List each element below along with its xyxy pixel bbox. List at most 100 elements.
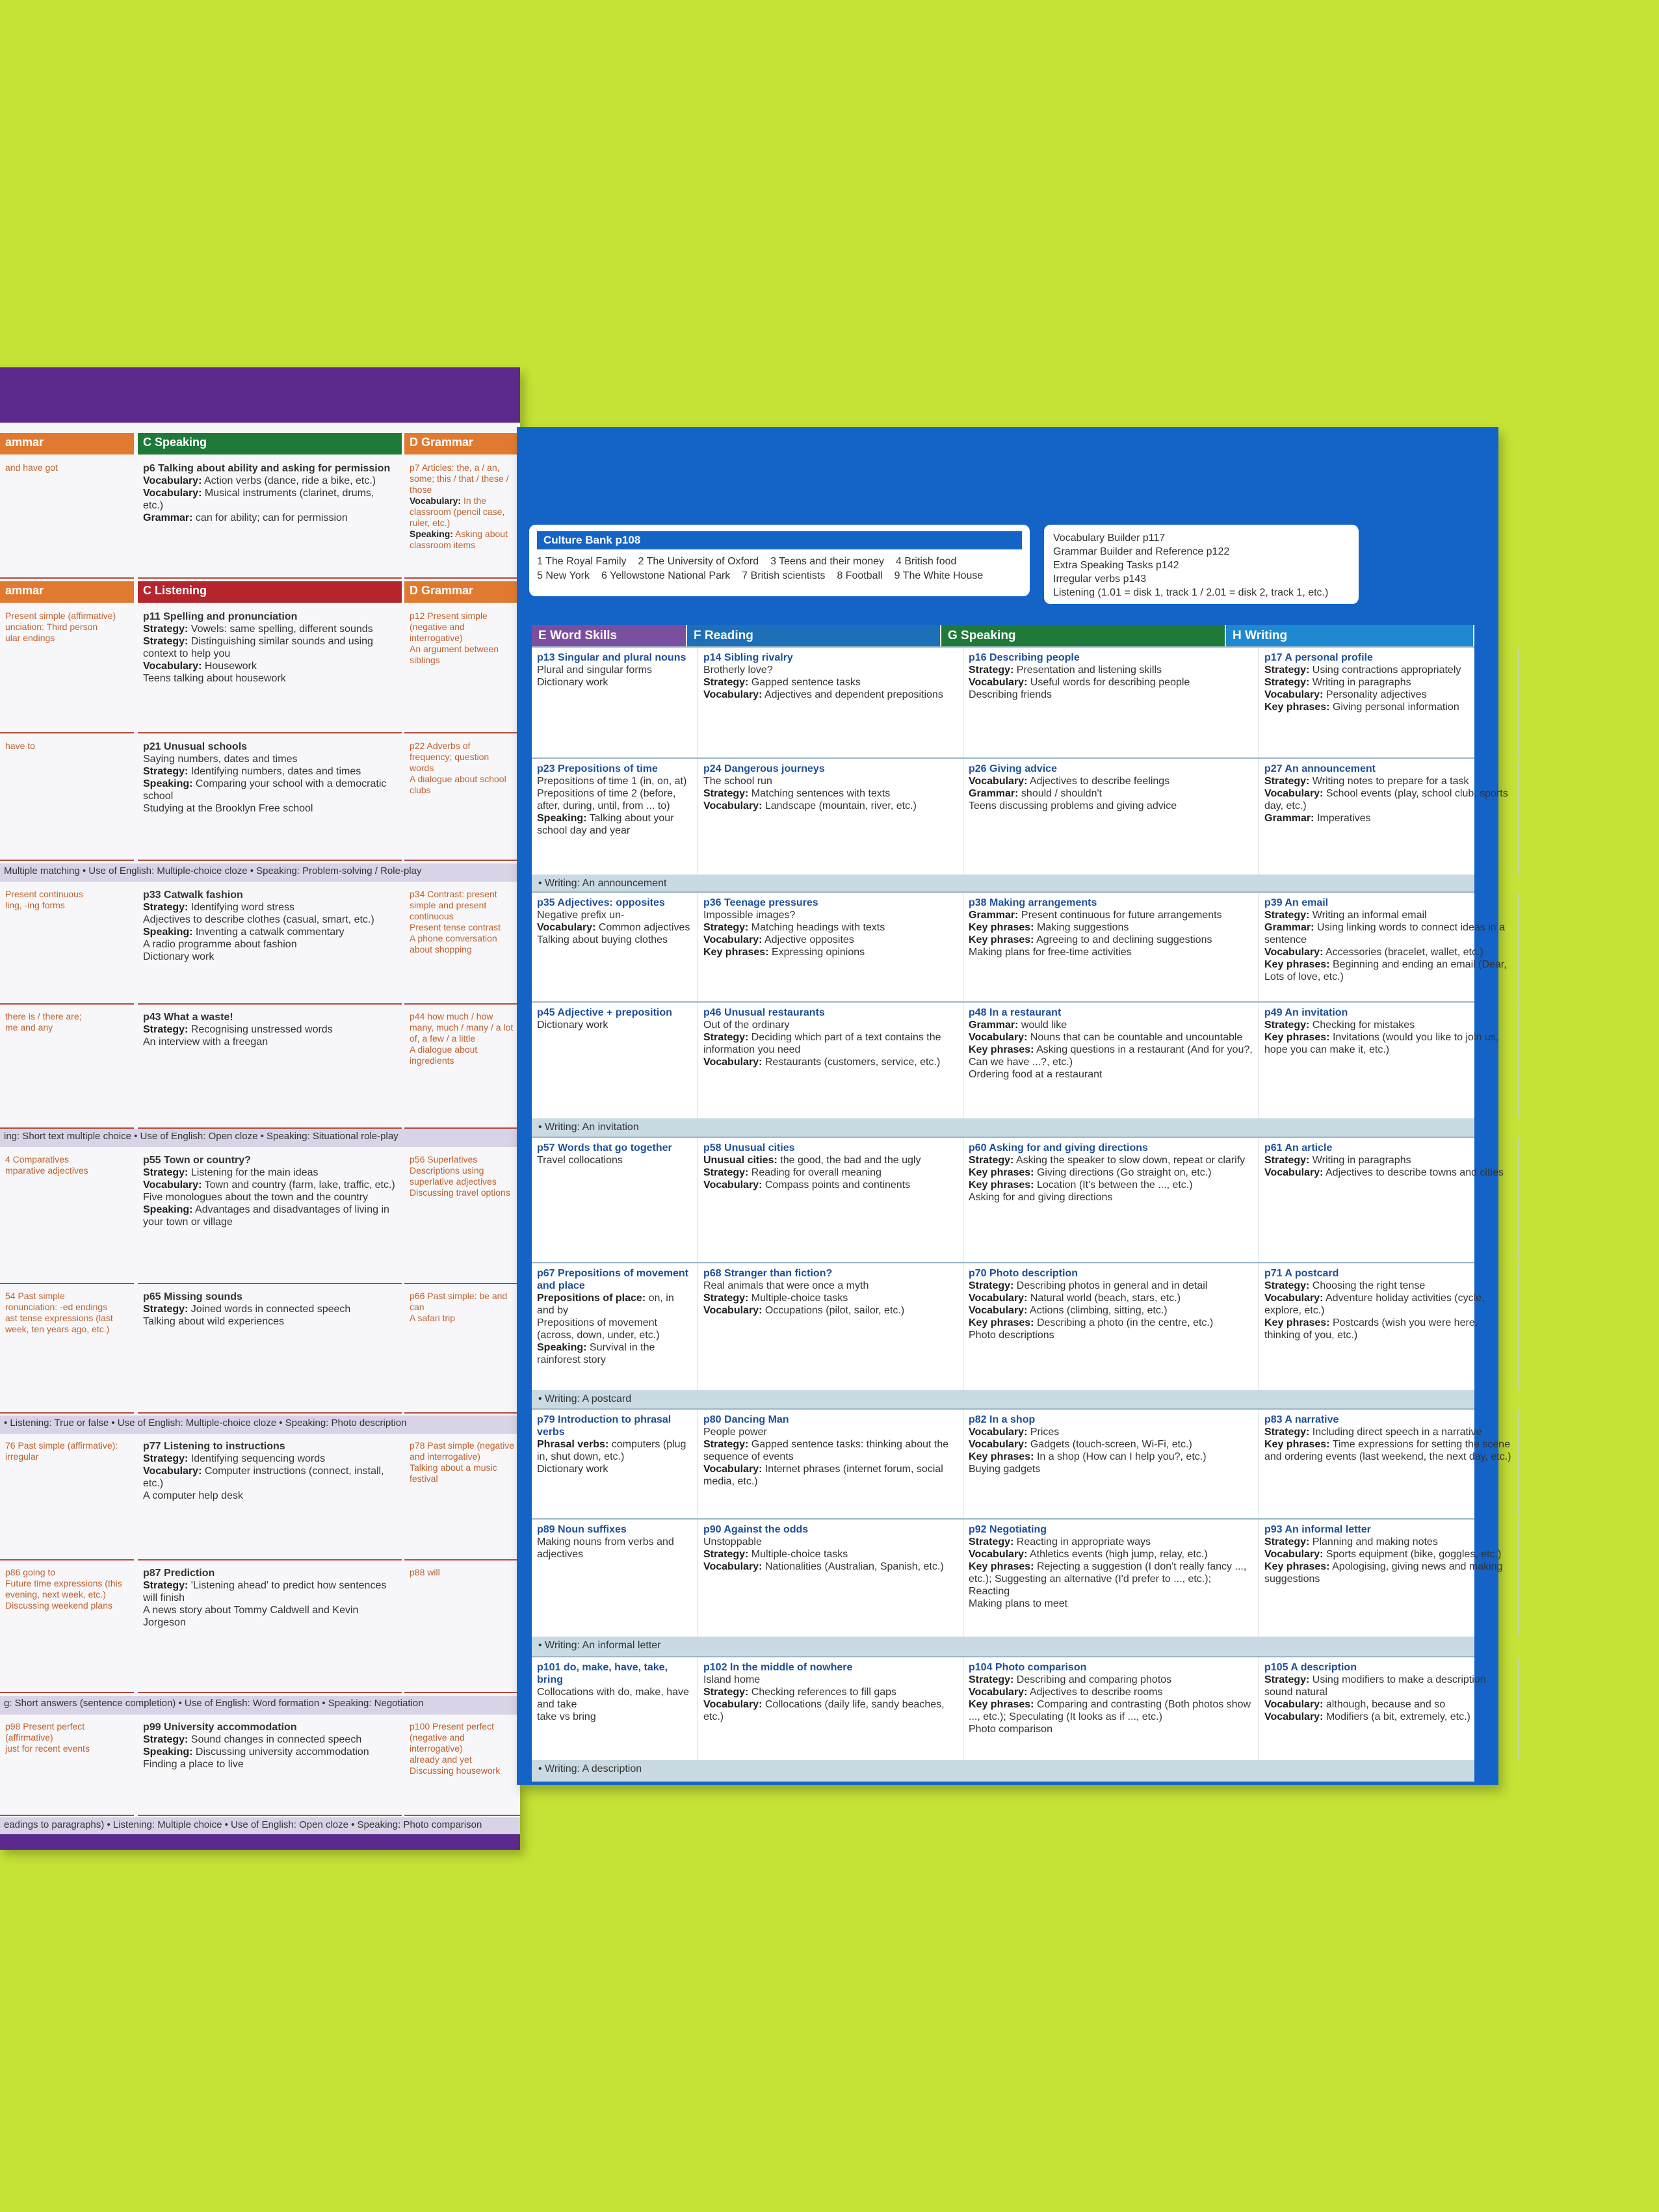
table-row: p23 Prepositions of time Prepositions of … [532, 757, 1519, 875]
cell: p60 Asking for and giving directions Stra… [963, 1138, 1259, 1262]
cell: p17 A personal profile Strategy: Using co… [1259, 648, 1519, 757]
cell-line: Vocabulary: Adjectives and dependent pre… [703, 689, 943, 700]
cell-line: Strategy: Writing notes to prepare for a… [1264, 776, 1469, 787]
cell-line: Making plans for free-time activities [969, 947, 1132, 958]
cell-line: Strategy: Gapped sentence tasks [703, 677, 861, 688]
cell: p33 Catwalk fashion Strategy: Identifying… [138, 885, 402, 1005]
cell-line: Strategy: Deciding which part of a text … [703, 1032, 941, 1055]
cell-line: Photo comparison [969, 1724, 1052, 1735]
cell: p27 An announcement Strategy: Writing not… [1259, 759, 1519, 875]
table-row: p67 Prepositions of movement and place Pr… [532, 1262, 1519, 1390]
cell-line: p22 Adverbs of frequency; question words [410, 740, 490, 773]
cell-line: A safari trip [410, 1313, 456, 1324]
cell: p89 Noun suffixes Making nouns from verbs… [532, 1520, 698, 1637]
cell: p48 In a restaurant Grammar: would like Vo… [963, 1003, 1259, 1118]
cell-line: Vocabulary: Housework [143, 661, 257, 672]
cell-line: have to [5, 740, 35, 751]
cell-line: Vocabulary: Action verbs (dance, ride a … [143, 475, 376, 487]
cell: p34 Contrast: present simple and present… [404, 885, 520, 1005]
cell-line: ling, -ing forms [5, 899, 65, 910]
cell-title: p43 What a waste! [143, 1012, 233, 1023]
cell-line: Plural and singular forms [537, 665, 652, 676]
cell-line: Vocabulary: Gadgets (touch-screen, Wi-Fi… [969, 1439, 1192, 1450]
cell-line: Present tense contrast [410, 921, 501, 932]
cell-line: Key phrases: Giving personal information [1264, 702, 1459, 713]
cell-line: Vocabulary: although, because and so [1264, 1699, 1446, 1710]
cell-line: Present simple (affirmative) [5, 611, 116, 622]
cell: p93 An informal letter Strategy: Planning… [1259, 1520, 1519, 1637]
table-row: p57 Words that go together Travel colloca… [532, 1137, 1519, 1262]
cell-line: Dictionary work [537, 677, 608, 688]
cell-line: Vocabulary: Actions (climbing, sitting, … [969, 1305, 1168, 1316]
cell-line: Out of the ordinary [703, 1020, 790, 1031]
cell: 4 Comparatives mparative adjectives [0, 1150, 134, 1284]
cell-line: People power [703, 1427, 767, 1438]
cell-line: Unusual cities: the good, the bad and th… [703, 1155, 921, 1166]
column-header: G Speaking [941, 625, 1226, 646]
cell-line: Describing friends [969, 689, 1052, 700]
writing-band: • Writing: A postcard [532, 1390, 1474, 1408]
culture-item: 3 Teens and their money [770, 556, 885, 567]
cell: p71 A postcard Strategy: Choosing the rig… [1259, 1263, 1519, 1390]
cell-title: p45 Adjective + preposition [537, 1007, 672, 1018]
table-row: p45 Adjective + preposition Dictionary wo… [532, 1001, 1519, 1118]
exam-band: • Listening: True or false • Use of Engl… [0, 1415, 520, 1434]
cell-line: Strategy: Presentation and listening ski… [969, 665, 1162, 676]
cell-line: Key phrases: Asking questions in a resta… [969, 1044, 1253, 1068]
cell-line: Strategy: Writing in paragraphs [1264, 1155, 1411, 1166]
cell-line: Teens discussing problems and giving adv… [969, 800, 1177, 811]
culture-item: 5 New York [537, 570, 590, 581]
cell-line: Strategy: Using contractions appropriate… [1264, 665, 1461, 676]
cell-line: Grammar: Imperatives [1264, 813, 1371, 824]
cell-title: p23 Prepositions of time [537, 763, 658, 774]
cell-line: Vocabulary: Adjectives to describe rooms [969, 1687, 1163, 1698]
cell-line: p88 will [410, 1567, 440, 1578]
culture-item: 8 Football [837, 570, 883, 581]
cell-title: p77 Listening to instructions [143, 1441, 285, 1453]
cell-line: An argument between siblings [410, 644, 499, 666]
cell-line: Grammar: would like [969, 1020, 1067, 1031]
cell-line: Prepositions of time 2 (before, after, d… [537, 788, 676, 811]
cell-title: p38 Making arrangements [969, 897, 1097, 908]
cell: p21 Unusual schools Saying numbers, dates… [138, 737, 402, 861]
cell-line: Adjectives to describe clothes (casual, … [143, 914, 374, 925]
cell-line: Discussing weekend plans [5, 1600, 112, 1611]
cell-line: p7 Articles: the, a / an, some; this / t… [410, 462, 509, 495]
cell-line: A radio programme about fashion [143, 938, 297, 950]
section-header: D Grammar [404, 581, 520, 603]
cell-title: p33 Catwalk fashion [143, 889, 243, 901]
cell: 54 Past simple ronunciation: -ed endings a… [0, 1287, 134, 1414]
table-row: p89 Noun suffixes Making nouns from verbs… [532, 1518, 1519, 1637]
cell-line: Speaking: Talking about your school day … [537, 813, 674, 836]
cell-line: Strategy: Vowels: same spelling, differe… [143, 624, 373, 635]
cell: p44 how much / how many, much / many / a… [404, 1007, 520, 1129]
cell: p39 An email Strategy: Writing an informa… [1259, 893, 1519, 1001]
cell-line: Strategy: Gapped sentence tasks: thinkin… [703, 1439, 949, 1462]
cell-line: Negative prefix un- [537, 910, 625, 921]
cell-line: Island home [703, 1674, 761, 1685]
cell-line: Discussing housework [410, 1765, 501, 1776]
cell-line: Key phrases: Postcards (wish you were he… [1264, 1317, 1478, 1341]
cell: p58 Unusual cities Unusual cities: the go… [698, 1138, 963, 1262]
cell-line: Key phrases: Apologising, giving news an… [1264, 1561, 1503, 1585]
cell-title: p57 Words that go together [537, 1142, 672, 1153]
cell-line: Speaking: Asking about classroom items [410, 529, 508, 551]
cell: p61 An article Strategy: Writing in parag… [1259, 1138, 1519, 1262]
cell-line: Key phrases: Agreeing to and declining s… [969, 934, 1212, 945]
cell-line: Phrasal verbs: computers (plug in, shut … [537, 1439, 686, 1462]
cell-line: Strategy: Using modifiers to make a desc… [1264, 1674, 1486, 1698]
cell-line: already and yet [410, 1754, 472, 1765]
cell-line: Strategy: Writing an informal email [1264, 910, 1427, 921]
cell-line: Strategy: 'Listening ahead' to predict h… [143, 1580, 387, 1604]
contents-table: E Word Skills F Reading G Speaking H Writin… [532, 625, 1519, 1782]
cell-line: Key phrases: Describing a photo (in the … [969, 1317, 1214, 1328]
cell-line: Strategy: Planning and making notes [1264, 1536, 1438, 1547]
cell-line: Vocabulary: Occupations (pilot, sailor, … [703, 1305, 905, 1316]
exam-band: g: Short answers (sentence completion) •… [0, 1696, 520, 1715]
cell: p35 Adjectives: opposites Negative prefix… [532, 893, 698, 1001]
cell-line: Speaking: Discussing university accommod… [143, 1746, 369, 1758]
cell-line: ast tense expressions (last week, ten ye… [5, 1313, 113, 1335]
cell-line: Finding a place to live [143, 1758, 244, 1770]
cell-line: Speaking: Comparing your school with a d… [143, 778, 387, 802]
cell-line: Prepositions of place: on, in and by [537, 1293, 674, 1316]
